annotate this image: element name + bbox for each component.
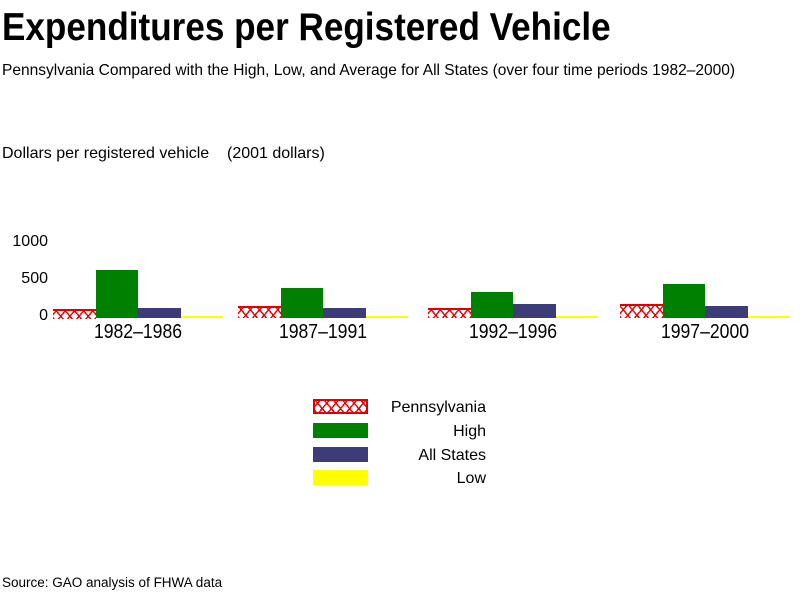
bar-all-states-1987-1991	[323, 308, 366, 319]
y-axis-caption: Dollars per registered vehicle (2001 dol…	[2, 145, 325, 162]
bar-pennsylvania-1997-2000	[620, 304, 663, 319]
bar-low-1997-2000	[747, 315, 790, 319]
bar-high-1992-1996	[470, 292, 513, 319]
legend-swatch-pennsylvania	[313, 399, 368, 414]
legend-label-high: High	[453, 423, 486, 440]
x-category-label-1997-2000: 1997–2000	[660, 321, 750, 343]
bar-pennsylvania-1992-1996	[428, 308, 471, 319]
bar-all-states-1992-1996	[513, 304, 556, 319]
legend-swatch-low	[313, 470, 368, 485]
y-tick-label-0: 0	[39, 307, 48, 324]
bar-low-1982-1986	[180, 315, 223, 319]
x-category-label-1987-1991: 1987–1991	[278, 321, 368, 343]
y-tick-label-1000: 1000	[12, 233, 48, 250]
source-note: Source: GAO analysis of FHWA data	[2, 575, 223, 590]
bar-low-1992-1996	[555, 315, 598, 319]
chart-title: Expenditures per Registered Vehicle	[2, 6, 611, 49]
bar-pennsylvania-1982-1986	[53, 309, 96, 319]
bar-low-1987-1991	[365, 315, 408, 319]
legend-swatch-high	[313, 423, 368, 438]
bar-high-1987-1991	[280, 288, 323, 319]
chart-subtitle: Pennsylvania Compared with the High, Low…	[2, 62, 736, 79]
bar-high-1997-2000	[662, 283, 705, 319]
legend-label-all-states: All States	[418, 447, 486, 464]
bar-pennsylvania-1987-1991	[238, 305, 281, 319]
legend-label-low: Low	[456, 470, 486, 487]
legend-swatch-all-states	[313, 447, 368, 462]
legend-label-pennsylvania: Pennsylvania	[390, 399, 486, 416]
x-category-label-1982-1986: 1982–1986	[93, 321, 183, 343]
y-tick-label-500: 500	[21, 270, 48, 287]
x-category-label-1992-1996: 1992–1996	[468, 321, 558, 343]
bar-all-states-1982-1986	[138, 308, 181, 319]
bar-all-states-1997-2000	[705, 305, 748, 319]
bar-high-1982-1986	[95, 270, 138, 319]
